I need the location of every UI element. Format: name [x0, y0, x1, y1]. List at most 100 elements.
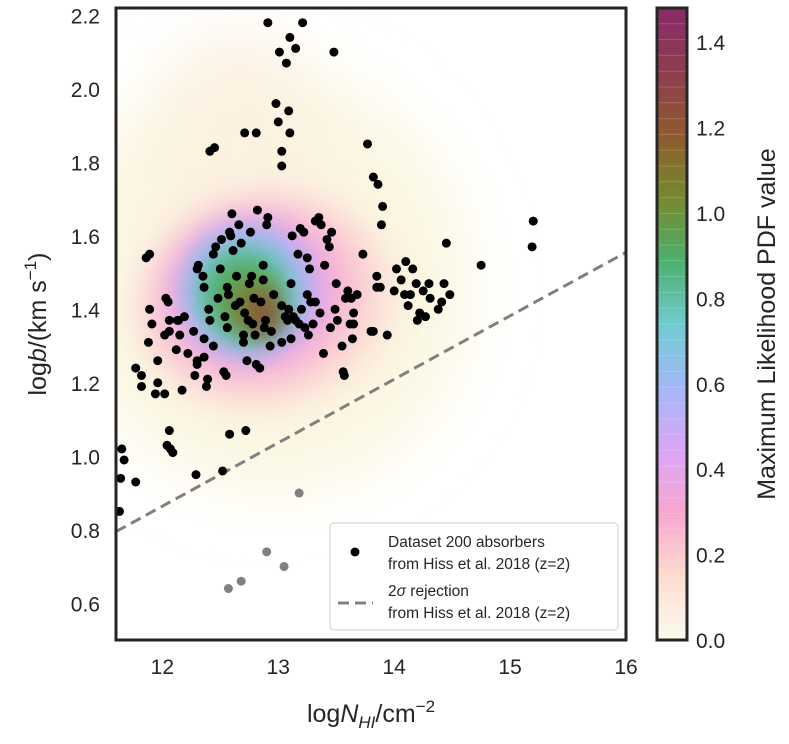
data-point-accepted [204, 304, 214, 314]
data-point-accepted [343, 286, 353, 296]
data-point-accepted [358, 249, 368, 259]
colorbar-tick-label: 1.2 [696, 118, 725, 141]
data-point-rejected [236, 576, 246, 586]
data-point-accepted [271, 99, 281, 109]
y-tick-label: 0.6 [71, 593, 100, 616]
data-point-accepted [116, 473, 126, 483]
data-point-accepted [277, 161, 287, 171]
data-point-accepted [424, 279, 434, 289]
data-point-accepted [274, 47, 284, 57]
colorbar-tick-label: 0.4 [696, 459, 726, 482]
data-point-accepted [223, 290, 233, 300]
data-point-accepted [193, 260, 203, 270]
data-point-accepted [375, 282, 385, 292]
data-point-accepted [527, 242, 537, 252]
data-point-accepted [329, 47, 339, 57]
data-point-accepted [373, 179, 383, 189]
data-point-accepted [208, 249, 218, 259]
data-point-accepted [251, 128, 261, 138]
data-point-accepted [201, 381, 211, 391]
data-point-accepted [308, 319, 318, 329]
legend-dataset-line1: Dataset 200 absorbers [388, 534, 545, 551]
data-point-accepted [389, 286, 399, 296]
data-point-accepted [405, 290, 415, 300]
data-point-accepted [256, 297, 266, 307]
data-point-accepted [269, 290, 279, 300]
data-point-accepted [286, 279, 296, 289]
data-point-accepted [378, 201, 388, 211]
colorbar-tick-labels: 0.0 0.2 0.4 0.6 0.8 1.0 1.2 1.4 [696, 32, 726, 653]
data-point-accepted [171, 345, 181, 355]
data-point-accepted [236, 238, 246, 248]
data-point-accepted [425, 293, 435, 303]
data-point-accepted [285, 128, 295, 138]
axes-frame [114, 6, 628, 642]
data-point-accepted [368, 326, 378, 336]
data-point-accepted [239, 337, 248, 347]
data-point-accepted [325, 323, 335, 333]
data-point-accepted [247, 271, 257, 281]
data-point-accepted [192, 356, 202, 366]
data-point-accepted [241, 426, 251, 436]
colorbar: 0.0 0.2 0.4 0.6 0.8 1.0 1.2 1.4 Maximum Likelih… [655, 6, 781, 653]
data-point-accepted [281, 58, 291, 68]
data-point-accepted [163, 297, 173, 307]
legend-dataset-line2: from Hiss et al. 2018 (z=2) [388, 556, 570, 573]
data-point-accepted [349, 308, 359, 318]
data-point-accepted [327, 227, 337, 237]
data-point-accepted [222, 282, 232, 292]
data-point-accepted [218, 466, 228, 476]
data-point-accepted [291, 43, 301, 53]
data-point-accepted [324, 242, 334, 252]
x-tick-label: 16 [614, 656, 637, 679]
data-point-accepted [164, 426, 174, 436]
data-point-rejected [223, 584, 233, 594]
data-point-accepted [349, 319, 359, 329]
data-point-accepted [263, 212, 273, 222]
data-point-accepted [411, 279, 421, 289]
data-point-accepted [160, 389, 170, 399]
data-point-accepted [240, 308, 250, 318]
data-point-accepted [245, 227, 255, 237]
colorbar-tick-label: 1.4 [696, 32, 726, 55]
y-tick-label: 2.0 [71, 79, 100, 102]
data-point-accepted [286, 334, 296, 344]
data-point-accepted [263, 18, 273, 28]
colorbar-tick-label: 1.0 [696, 203, 725, 226]
data-point-accepted [372, 271, 382, 281]
data-point-accepted [287, 231, 297, 241]
y-tick-label: 1.2 [71, 373, 100, 396]
data-point-accepted [220, 312, 230, 322]
data-point-accepted [164, 315, 174, 325]
data-point-accepted [145, 304, 155, 314]
data-point-accepted [143, 337, 153, 347]
data-point-accepted [210, 143, 220, 153]
x-tick-label: 12 [151, 656, 174, 679]
y-tick-label: 1.6 [71, 226, 100, 249]
data-point-accepted [382, 330, 392, 340]
data-point-accepted [302, 253, 312, 263]
data-point-accepted [131, 477, 141, 487]
data-point-accepted [318, 348, 328, 358]
colorbar-label: Maximum Likelihood PDF value [753, 148, 781, 500]
data-point-accepted [153, 378, 163, 388]
data-point-accepted [296, 304, 306, 314]
data-point-accepted [528, 216, 538, 226]
data-point-accepted [145, 249, 155, 259]
data-point-accepted [258, 260, 268, 270]
data-point-accepted [392, 264, 401, 274]
data-point-accepted [164, 326, 174, 336]
data-point-accepted [368, 172, 378, 182]
data-point-accepted [363, 139, 373, 149]
data-point-accepted [199, 282, 209, 292]
data-point-accepted [310, 297, 320, 307]
data-point-accepted [137, 370, 146, 380]
data-point-accepted [314, 212, 324, 222]
data-point-accepted [228, 246, 238, 256]
data-point-accepted [250, 330, 260, 340]
y-tick-label: 2.2 [71, 5, 100, 28]
data-point-accepted [213, 293, 223, 303]
data-point-accepted [316, 220, 326, 230]
data-point-accepted [249, 293, 259, 303]
